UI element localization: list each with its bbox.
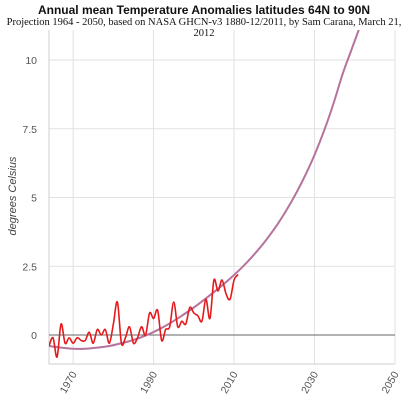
x-tick-label: 2030: [299, 369, 321, 395]
x-tick-label: 1990: [138, 369, 160, 395]
chart-title: Annual mean Temperature Anomalies latitu…: [37, 3, 371, 17]
series-line-observed: [49, 273, 239, 358]
y-tick-label: 2.5: [22, 261, 37, 273]
series-line-projection: [49, 30, 360, 350]
x-tick-label: 2050: [380, 369, 402, 395]
series-layer: [49, 30, 360, 358]
x-tick-label: 2010: [219, 369, 241, 395]
y-tick-label: 0: [31, 330, 37, 342]
y-tick-label: 7.5: [22, 124, 37, 136]
tick-labels: 0 2.5 5 7.5 10 1970 1990 2010 2030 2050: [22, 55, 401, 396]
chart-subtitle: Projection 1964 - 2050, based on NASA GH…: [6, 17, 402, 39]
y-tick-label: 5: [31, 193, 37, 205]
y-axis-label: degrees Celsius: [7, 156, 19, 235]
x-tick-label: 1970: [58, 369, 80, 395]
grid: [49, 30, 396, 364]
y-tick-label: 10: [25, 55, 37, 67]
